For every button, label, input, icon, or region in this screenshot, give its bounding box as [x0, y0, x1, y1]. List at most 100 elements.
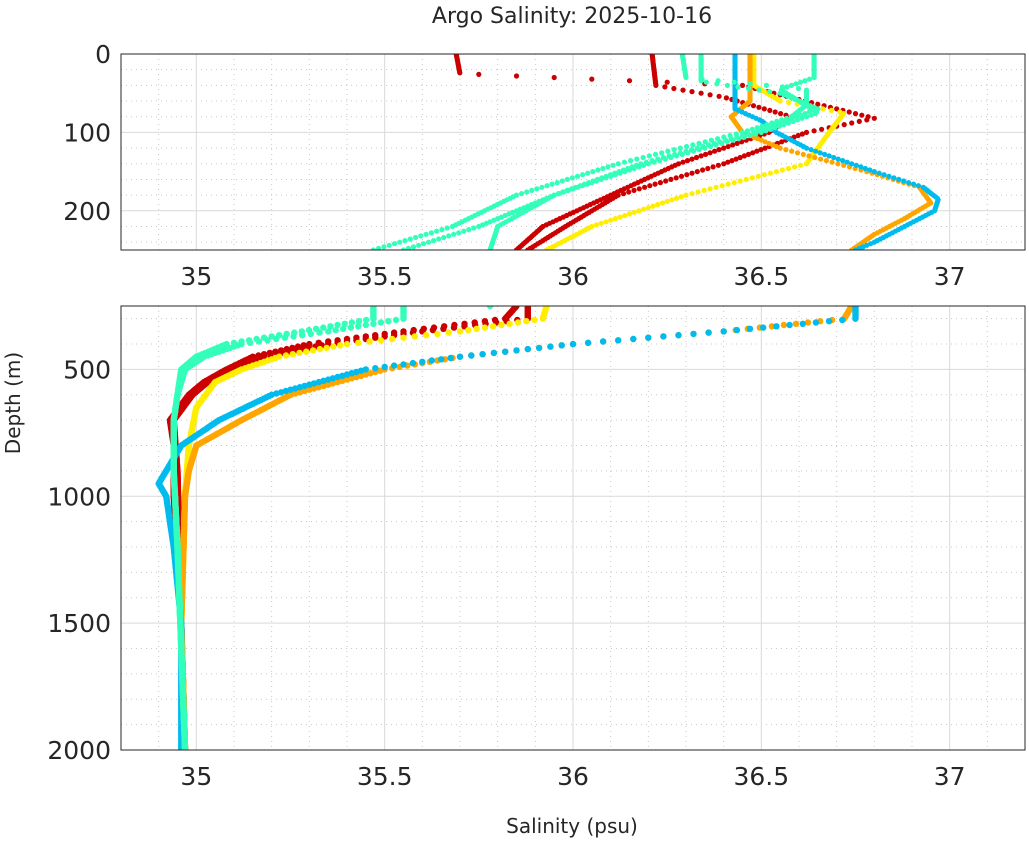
data-point	[841, 162, 847, 168]
data-point	[768, 323, 776, 330]
data-point	[655, 156, 661, 162]
data-point	[881, 172, 887, 178]
data-point	[628, 158, 634, 164]
profile-red-2-upper	[453, 54, 877, 250]
data-point	[799, 131, 806, 137]
data-point	[901, 178, 907, 184]
data-point	[856, 245, 862, 250]
data-point	[416, 242, 422, 248]
data-point	[772, 122, 778, 128]
data-point	[886, 173, 892, 179]
x-axis-label: Salinity (psu)	[506, 814, 638, 838]
data-point	[569, 340, 577, 348]
data-point	[593, 222, 600, 228]
data-point	[659, 200, 666, 206]
data-point	[852, 247, 859, 250]
x-tick-label: 36	[557, 262, 589, 291]
data-point	[560, 189, 566, 195]
data-point	[544, 183, 550, 189]
data-point	[806, 76, 813, 82]
data-point	[608, 217, 614, 223]
data-point	[720, 328, 727, 335]
data-point	[761, 106, 767, 112]
data-point	[698, 153, 704, 159]
data-point	[678, 194, 684, 200]
data-point	[804, 319, 812, 326]
data-point	[683, 192, 689, 198]
data-point	[555, 191, 562, 197]
data-point	[910, 181, 917, 187]
data-point	[598, 220, 604, 226]
data-point	[590, 178, 596, 184]
data-point	[834, 106, 840, 112]
data-point	[461, 228, 467, 234]
data-point	[751, 129, 757, 135]
data-point	[298, 328, 305, 335]
data-point	[434, 228, 440, 234]
data-point	[705, 329, 712, 336]
data-point	[684, 172, 690, 178]
data-point	[779, 84, 786, 90]
data-point	[743, 176, 749, 182]
data-point	[723, 95, 730, 101]
data-point	[871, 169, 877, 175]
data-point	[363, 316, 370, 324]
y-axis-label: Depth (m)	[1, 352, 25, 454]
data-point	[754, 148, 760, 154]
data-point	[625, 165, 631, 172]
data-point	[684, 143, 690, 150]
data-point	[835, 161, 841, 167]
data-point	[422, 332, 430, 339]
data-point	[839, 316, 846, 324]
data-point	[689, 191, 695, 197]
data-point	[745, 131, 751, 137]
data-point	[714, 81, 720, 87]
data-point	[659, 150, 665, 156]
data-point	[253, 335, 260, 343]
data-point	[792, 320, 800, 327]
data-point	[529, 187, 535, 193]
data-point	[539, 184, 545, 190]
tick-labels: 35 35.5 36 36.5 37 0 100 200 35 35.5 36 36.5 37 500 10…	[47, 40, 965, 791]
data-point	[640, 154, 646, 161]
data-point	[519, 191, 525, 197]
data-point	[786, 100, 792, 106]
data-point	[730, 142, 736, 148]
data-point	[355, 339, 362, 346]
data-point	[858, 164, 864, 170]
data-point	[698, 90, 704, 96]
data-point	[585, 170, 591, 176]
data-point	[586, 180, 592, 186]
data-point	[558, 342, 565, 349]
profile-cyan-upper	[732, 54, 941, 250]
data-point	[355, 323, 362, 330]
data-point	[347, 324, 354, 331]
data-point	[831, 154, 837, 161]
data-point	[476, 71, 482, 77]
data-point	[767, 107, 773, 113]
data-point	[315, 378, 322, 386]
data-point	[660, 333, 667, 340]
data-point	[413, 234, 419, 241]
data-point	[755, 128, 761, 134]
data-point	[745, 151, 752, 157]
data-point	[793, 81, 799, 87]
data-point	[600, 165, 606, 172]
data-point	[296, 349, 303, 357]
data-point	[733, 326, 741, 334]
data-point	[377, 319, 385, 326]
data-point	[577, 183, 583, 189]
data-point	[678, 173, 685, 179]
data-point	[768, 123, 774, 129]
data-point	[426, 239, 432, 245]
profile-orange-lower	[178, 306, 855, 750]
data-point	[666, 153, 672, 159]
data-point	[747, 81, 753, 87]
data-point	[636, 186, 642, 192]
data-point	[431, 238, 437, 244]
data-point	[780, 321, 788, 329]
data-point	[476, 223, 482, 230]
data-point	[675, 332, 682, 339]
data-point	[332, 326, 339, 334]
data-point	[795, 132, 801, 139]
